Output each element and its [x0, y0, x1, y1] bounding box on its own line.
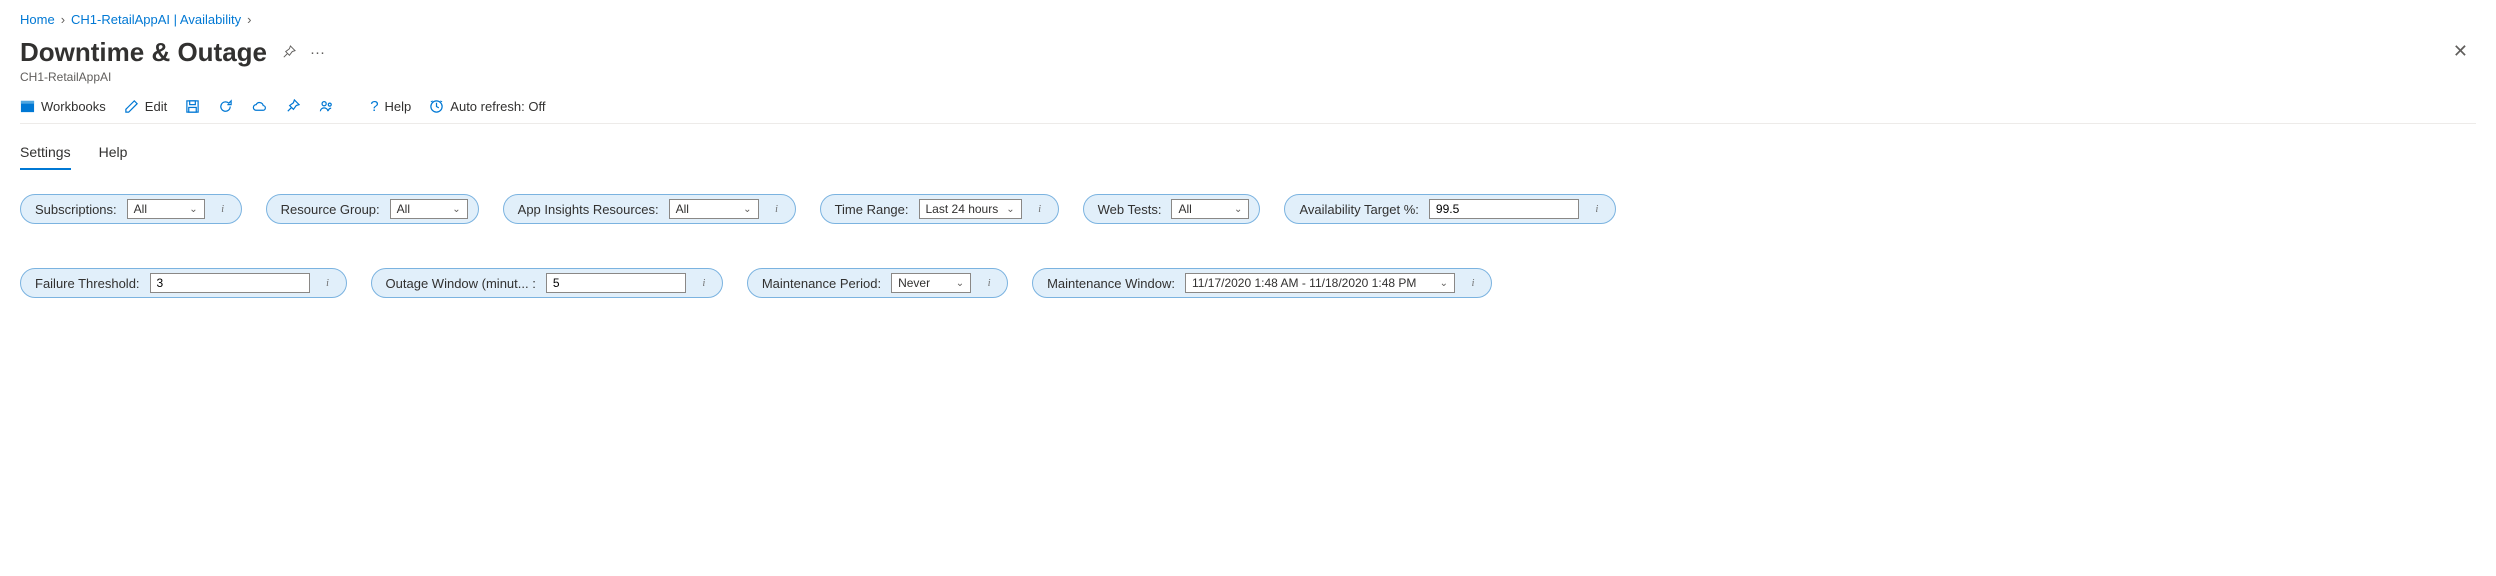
chevron-right-icon: › [61, 12, 65, 27]
chevron-down-icon: ⌄ [743, 204, 751, 215]
info-icon[interactable]: i [320, 275, 336, 291]
param-value: All [397, 202, 410, 216]
workbooks-button[interactable]: Workbooks [20, 99, 106, 114]
param-select[interactable]: Never ⌄ [891, 273, 971, 293]
param-value: All [134, 202, 147, 216]
pencil-icon [124, 99, 139, 114]
param-value: Last 24 hours [926, 202, 999, 216]
chevron-right-icon: › [247, 12, 251, 27]
breadcrumb-resource[interactable]: CH1-RetailAppAI | Availability [71, 12, 241, 27]
param-avail_target: Availability Target %: i [1284, 194, 1615, 224]
param-label: Maintenance Window: [1047, 276, 1175, 291]
info-icon[interactable]: i [696, 275, 712, 291]
param-maint_period: Maintenance Period: Never ⌄ i [747, 268, 1008, 298]
workbooks-label: Workbooks [41, 99, 106, 114]
tab-help[interactable]: Help [99, 138, 128, 170]
param-value: 11/17/2020 1:48 AM - 11/18/2020 1:48 PM [1192, 276, 1416, 290]
info-icon[interactable]: i [1032, 201, 1048, 217]
param-row-2: Failure Threshold:iOutage Window (minut.… [20, 268, 2476, 298]
more-icon[interactable]: ··· [310, 44, 325, 61]
param-web_tests: Web Tests: All ⌄ [1083, 194, 1261, 224]
param-select[interactable]: All ⌄ [669, 199, 759, 219]
param-subscriptions: Subscriptions: All ⌄ i [20, 194, 242, 224]
edit-label: Edit [145, 99, 167, 114]
param-select[interactable]: All ⌄ [127, 199, 205, 219]
param-label: Resource Group: [281, 202, 380, 217]
autorefresh-label: Auto refresh: Off [450, 99, 545, 114]
param-outage_window: Outage Window (minut... : i [371, 268, 723, 298]
close-icon[interactable]: ✕ [2445, 37, 2476, 66]
param-time_range: Time Range: Last 24 hours ⌄ i [820, 194, 1059, 224]
param-value: All [676, 202, 689, 216]
cloud-icon[interactable] [251, 99, 267, 114]
chevron-down-icon: ⌄ [1006, 204, 1014, 215]
param-label: Outage Window (minut... : [386, 276, 536, 291]
save-icon[interactable] [185, 99, 200, 114]
info-icon[interactable]: i [1465, 275, 1481, 291]
info-icon[interactable]: i [1589, 201, 1605, 217]
param-select[interactable]: 11/17/2020 1:48 AM - 11/18/2020 1:48 PM ⌄ [1185, 273, 1455, 293]
info-icon[interactable]: i [981, 275, 997, 291]
refresh-icon[interactable] [218, 99, 233, 114]
param-label: Maintenance Period: [762, 276, 881, 291]
param-app_insights: App Insights Resources: All ⌄ i [503, 194, 796, 224]
people-icon[interactable] [318, 99, 334, 114]
param-row-1: Subscriptions:All⌄iResource Group:All⌄Ap… [20, 194, 2476, 224]
param-value: Never [898, 276, 930, 290]
help-button[interactable]: ? Help [370, 98, 411, 115]
param-input[interactable] [546, 273, 686, 293]
autorefresh-button[interactable]: Auto refresh: Off [429, 99, 545, 114]
param-value: All [1178, 202, 1191, 216]
chevron-down-icon: ⌄ [956, 278, 964, 289]
tabs: Settings Help [20, 124, 2476, 170]
help-label: Help [385, 99, 412, 114]
toolbar: Workbooks Edit ? Help [20, 84, 2476, 124]
info-icon[interactable]: i [769, 201, 785, 217]
pin-toolbar-icon[interactable] [285, 99, 300, 114]
breadcrumb-home[interactable]: Home [20, 12, 55, 27]
param-select[interactable]: All ⌄ [390, 199, 468, 219]
clock-icon [429, 99, 444, 114]
param-input[interactable] [1429, 199, 1579, 219]
chevron-down-icon: ⌄ [1234, 204, 1242, 215]
param-label: Time Range: [835, 202, 909, 217]
param-maint_window: Maintenance Window: 11/17/2020 1:48 AM - … [1032, 268, 1492, 298]
chevron-down-icon: ⌄ [189, 204, 197, 215]
breadcrumb: Home › CH1-RetailAppAI | Availability › [20, 8, 2476, 37]
param-label: App Insights Resources: [518, 202, 659, 217]
page-title: Downtime & Outage [20, 37, 267, 68]
edit-button[interactable]: Edit [124, 99, 167, 114]
param-input[interactable] [150, 273, 310, 293]
param-select[interactable]: All ⌄ [1171, 199, 1249, 219]
param-label: Subscriptions: [35, 202, 117, 217]
chevron-down-icon: ⌄ [1440, 278, 1448, 289]
param-label: Availability Target %: [1299, 202, 1418, 217]
tab-settings[interactable]: Settings [20, 138, 71, 170]
pin-icon[interactable] [281, 45, 296, 60]
chevron-down-icon: ⌄ [452, 204, 460, 215]
page-subtitle: CH1-RetailAppAI [20, 70, 2445, 84]
param-resource_group: Resource Group: All ⌄ [266, 194, 479, 224]
param-label: Failure Threshold: [35, 276, 140, 291]
info-icon[interactable]: i [215, 201, 231, 217]
workbooks-icon [20, 99, 35, 114]
help-icon: ? [370, 98, 378, 115]
param-failure_thresh: Failure Threshold: i [20, 268, 347, 298]
param-label: Web Tests: [1098, 202, 1162, 217]
param-select[interactable]: Last 24 hours ⌄ [919, 199, 1022, 219]
